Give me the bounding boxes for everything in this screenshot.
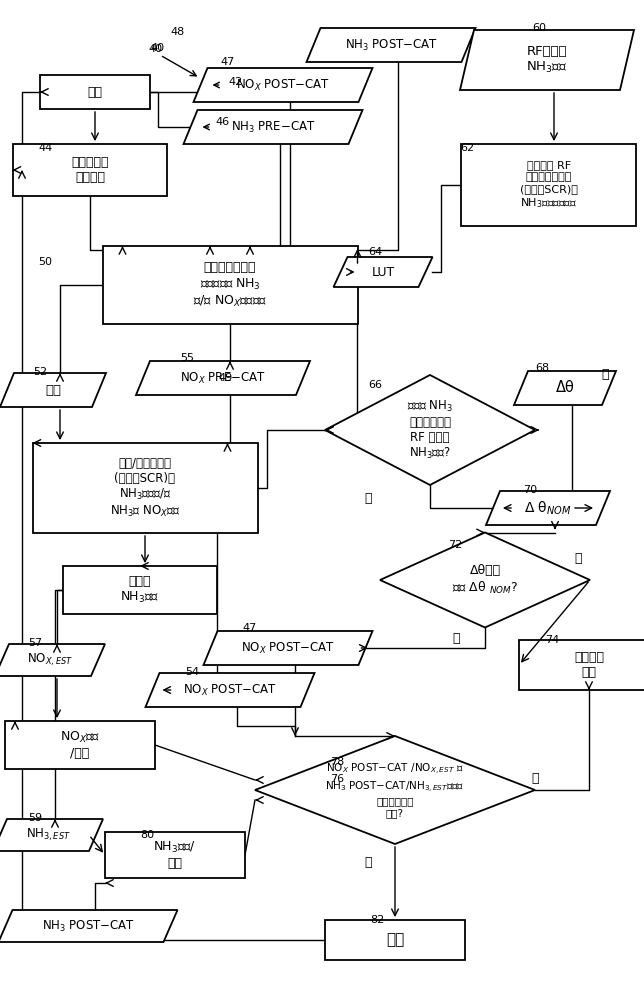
Text: 52: 52: [33, 367, 47, 377]
Text: 估计的 NH$_3$
储存是否接近
RF 测得的
NH$_3$储存?: 估计的 NH$_3$ 储存是否接近 RF 测得的 NH$_3$储存?: [407, 399, 453, 461]
Text: NO$_{X,EST}$: NO$_{X,EST}$: [27, 652, 73, 668]
Text: RF测得的
NH$_3$储存: RF测得的 NH$_3$储存: [526, 45, 567, 75]
Text: 40: 40: [148, 44, 162, 54]
Polygon shape: [0, 819, 103, 851]
Text: 输出控制
动作: 输出控制 动作: [574, 651, 604, 679]
Text: NH$_{3,EST}$: NH$_{3,EST}$: [26, 827, 70, 843]
Bar: [62, 566, 218, 614]
Bar: [105, 832, 245, 878]
Polygon shape: [325, 375, 535, 485]
Text: 估计的
NH$_3$储存: 估计的 NH$_3$储存: [120, 575, 160, 605]
Text: 57: 57: [28, 638, 42, 648]
Text: 44: 44: [38, 143, 52, 153]
Text: 接收发动机
操作参数: 接收发动机 操作参数: [71, 156, 109, 184]
Bar: [40, 75, 150, 109]
Text: 62: 62: [460, 143, 474, 153]
Text: NH$_3$ PRE−CAT: NH$_3$ PRE−CAT: [231, 119, 316, 135]
Polygon shape: [486, 491, 610, 525]
Text: 循环: 循环: [386, 932, 404, 948]
Text: 59: 59: [28, 813, 42, 823]
Text: NH$_3$ POST−CAT: NH$_3$ POST−CAT: [41, 918, 135, 934]
Bar: [12, 144, 167, 196]
Bar: [325, 920, 465, 960]
Text: 46: 46: [215, 117, 229, 127]
Text: 60: 60: [532, 23, 546, 33]
Text: NH$_3$ POST−CAT: NH$_3$ POST−CAT: [345, 37, 437, 53]
Polygon shape: [184, 110, 363, 144]
Text: 否: 否: [601, 368, 609, 381]
Text: 接收催化器前和
催化器后的 NH$_3$
和/或 NO$_X$测量结果: 接收催化器前和 催化器后的 NH$_3$ 和/或 NO$_X$测量结果: [193, 261, 267, 309]
Text: NO$_X$ POST−CAT: NO$_X$ POST−CAT: [183, 682, 277, 698]
Text: 42: 42: [228, 77, 242, 87]
Polygon shape: [380, 532, 590, 628]
Polygon shape: [460, 30, 634, 90]
Polygon shape: [0, 910, 178, 942]
Text: 是: 是: [365, 856, 372, 868]
Text: 模型: 模型: [45, 383, 61, 396]
Text: 78: 78: [330, 757, 345, 767]
Text: 40: 40: [150, 43, 164, 53]
Text: 55: 55: [180, 353, 194, 363]
Text: 50: 50: [38, 257, 52, 267]
Text: 接收来自 RF
传感器的催化器
(例如，SCR)的
NH$_3$负载测量结果: 接收来自 RF 传感器的催化器 (例如，SCR)的 NH$_3$负载测量结果: [520, 160, 578, 210]
Polygon shape: [193, 68, 372, 102]
Polygon shape: [307, 28, 475, 62]
Text: 66: 66: [368, 380, 382, 390]
Text: 70: 70: [523, 485, 537, 495]
Text: 80: 80: [140, 830, 154, 840]
Polygon shape: [136, 361, 310, 395]
Polygon shape: [514, 371, 616, 405]
Text: NO$_X$ POST−CAT: NO$_X$ POST−CAT: [241, 640, 335, 656]
Text: 否: 否: [452, 632, 460, 645]
Text: NO$_X$ PRE−CAT: NO$_X$ PRE−CAT: [180, 370, 266, 386]
Polygon shape: [334, 257, 433, 287]
Text: Δ θ$_{NOM}$: Δ θ$_{NOM}$: [524, 499, 572, 517]
Text: 74: 74: [545, 635, 559, 645]
Text: 确定/估计催化器
(例如，SCR)的
NH$_3$储存和/或
NH$_3$和 NO$_X$水平: 确定/估计催化器 (例如，SCR)的 NH$_3$储存和/或 NH$_3$和 N…: [109, 457, 180, 519]
Text: 76: 76: [330, 774, 344, 784]
Text: 47: 47: [220, 57, 234, 67]
Text: 参数: 参数: [88, 86, 102, 99]
Text: 49: 49: [218, 373, 232, 383]
Text: 48: 48: [170, 27, 184, 37]
Text: 72: 72: [448, 540, 462, 550]
Text: 54: 54: [185, 667, 199, 677]
Polygon shape: [0, 373, 106, 407]
Polygon shape: [204, 631, 372, 665]
Polygon shape: [146, 673, 314, 707]
Text: NO$_X$ POST−CAT: NO$_X$ POST−CAT: [236, 77, 330, 93]
Text: 否: 否: [531, 772, 539, 784]
Text: NO$_X$ POST−CAT /NO$_{X,EST}$ 和
NH$_3$ POST−CAT/NH$_{3,EST}$是否在
范围内或低于
阈值?: NO$_X$ POST−CAT /NO$_{X,EST}$ 和 NH$_3$ P…: [325, 762, 464, 818]
Text: 是: 是: [574, 552, 582, 564]
Bar: [519, 640, 644, 690]
Text: NO$_X$范围
/阈值: NO$_X$范围 /阈值: [60, 730, 100, 760]
Text: Δθ是否
大于 Δθ $_{NOM}$?: Δθ是否 大于 Δθ $_{NOM}$?: [452, 564, 518, 596]
Text: Δθ: Δθ: [556, 380, 574, 395]
Bar: [5, 721, 155, 769]
Text: 是: 是: [365, 491, 372, 504]
Polygon shape: [255, 736, 535, 844]
Text: 64: 64: [368, 247, 382, 257]
Text: LUT: LUT: [372, 265, 395, 278]
Text: 47: 47: [242, 623, 256, 633]
Text: NH$_3$范围/
阈值: NH$_3$范围/ 阈值: [153, 840, 196, 870]
Bar: [462, 144, 636, 226]
Polygon shape: [0, 644, 105, 676]
Text: 82: 82: [370, 915, 384, 925]
Bar: [32, 443, 258, 533]
Bar: [102, 246, 357, 324]
Text: 68: 68: [535, 363, 549, 373]
